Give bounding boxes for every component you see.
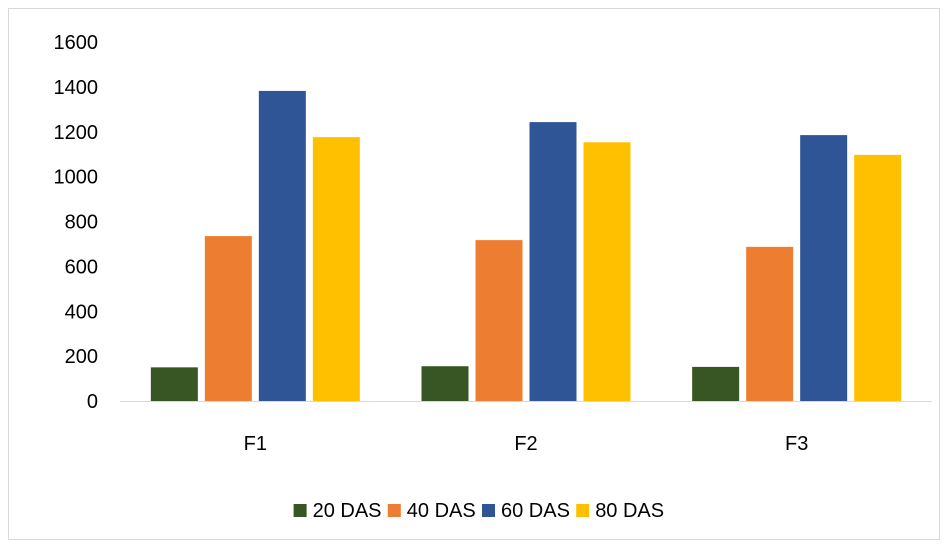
- y-axis: 0 200 400 600 800 1000 1200 1400 1600: [54, 32, 99, 413]
- legend-item: 60 DAS: [482, 500, 570, 522]
- legend-label: 40 DAS: [407, 500, 476, 522]
- x-tick-label: F3: [785, 433, 808, 455]
- legend-item: 40 DAS: [387, 500, 476, 522]
- x-tick-label: F2: [514, 433, 537, 455]
- legend: 20 DAS 40 DAS 60 DAS 80 DAS: [293, 500, 664, 522]
- y-tick-label: 800: [65, 212, 98, 234]
- bar-80-das-f3: [854, 154, 902, 401]
- y-tick-label: 0: [87, 391, 98, 413]
- bar-60-das-f3: [800, 135, 848, 401]
- legend-label: 80 DAS: [595, 500, 664, 522]
- y-tick-label: 600: [65, 256, 98, 278]
- bar-40-das-f2: [475, 240, 523, 401]
- legend-swatch: [576, 504, 590, 517]
- bar-20-das-f2: [421, 366, 469, 401]
- x-tick-label: F1: [244, 433, 267, 455]
- y-tick-label: 1600: [54, 32, 99, 54]
- legend-swatch: [387, 504, 401, 517]
- bars: [150, 90, 902, 402]
- y-tick-label: 1200: [54, 122, 99, 144]
- bar-20-das-f3: [692, 366, 740, 401]
- bar-40-das-f3: [746, 246, 794, 401]
- x-axis: F1 F2 F3: [120, 401, 932, 455]
- legend-label: 20 DAS: [313, 500, 382, 522]
- legend-swatch: [293, 504, 307, 517]
- y-tick-label: 400: [65, 301, 98, 323]
- y-tick-label: 1000: [54, 167, 99, 189]
- y-tick-label: 200: [65, 346, 98, 368]
- legend-swatch: [482, 504, 495, 517]
- bar-60-das-f2: [529, 122, 577, 402]
- legend-item: 20 DAS: [293, 500, 382, 522]
- y-tick-label: 1400: [54, 77, 99, 99]
- bar-80-das-f2: [583, 142, 631, 401]
- legend-label: 60 DAS: [501, 500, 570, 522]
- bar-40-das-f1: [204, 236, 252, 401]
- bar-80-das-f1: [312, 137, 360, 401]
- legend-item: 80 DAS: [576, 500, 664, 522]
- bar-60-das-f1: [258, 90, 306, 401]
- bar-20-das-f1: [150, 367, 198, 401]
